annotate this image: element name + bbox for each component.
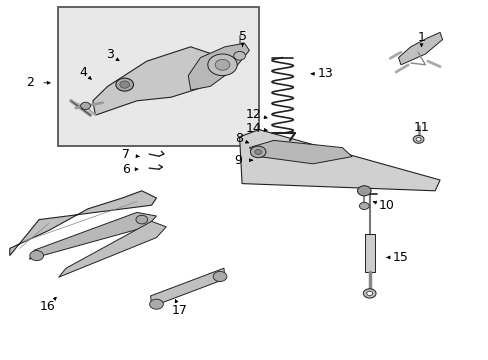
Circle shape [357, 186, 370, 196]
Polygon shape [93, 47, 224, 115]
Circle shape [81, 102, 90, 109]
Circle shape [30, 251, 43, 261]
Text: 11: 11 [413, 121, 428, 134]
Circle shape [213, 271, 226, 282]
Polygon shape [364, 234, 374, 272]
Polygon shape [398, 32, 442, 65]
FancyBboxPatch shape [58, 7, 259, 146]
Text: 5: 5 [238, 30, 246, 42]
Text: 14: 14 [245, 122, 261, 135]
Circle shape [207, 54, 237, 76]
Polygon shape [150, 268, 224, 307]
Text: 3: 3 [106, 48, 114, 61]
Circle shape [412, 135, 423, 143]
Text: 13: 13 [317, 67, 332, 80]
Circle shape [250, 146, 265, 158]
Text: 1: 1 [417, 31, 425, 44]
Text: 10: 10 [378, 199, 393, 212]
Polygon shape [188, 43, 249, 90]
Circle shape [116, 78, 133, 91]
Circle shape [366, 291, 372, 296]
Circle shape [136, 215, 147, 224]
Text: 12: 12 [245, 108, 261, 121]
Text: 8: 8 [234, 132, 242, 145]
Circle shape [363, 289, 375, 298]
Circle shape [359, 202, 368, 210]
Circle shape [233, 51, 245, 60]
Polygon shape [29, 212, 156, 259]
Polygon shape [249, 140, 351, 164]
Text: 7: 7 [122, 148, 130, 161]
Circle shape [120, 81, 129, 88]
Polygon shape [239, 130, 439, 191]
Circle shape [215, 59, 229, 70]
Text: 9: 9 [234, 154, 242, 167]
Circle shape [149, 299, 163, 309]
Text: 6: 6 [122, 163, 130, 176]
Circle shape [415, 138, 420, 141]
Text: 2: 2 [26, 76, 34, 89]
Circle shape [254, 149, 261, 154]
Polygon shape [59, 221, 166, 277]
Text: 4: 4 [79, 66, 87, 78]
Text: 17: 17 [172, 304, 187, 317]
Text: 15: 15 [392, 251, 408, 264]
Text: 16: 16 [40, 300, 56, 313]
Polygon shape [10, 191, 156, 256]
